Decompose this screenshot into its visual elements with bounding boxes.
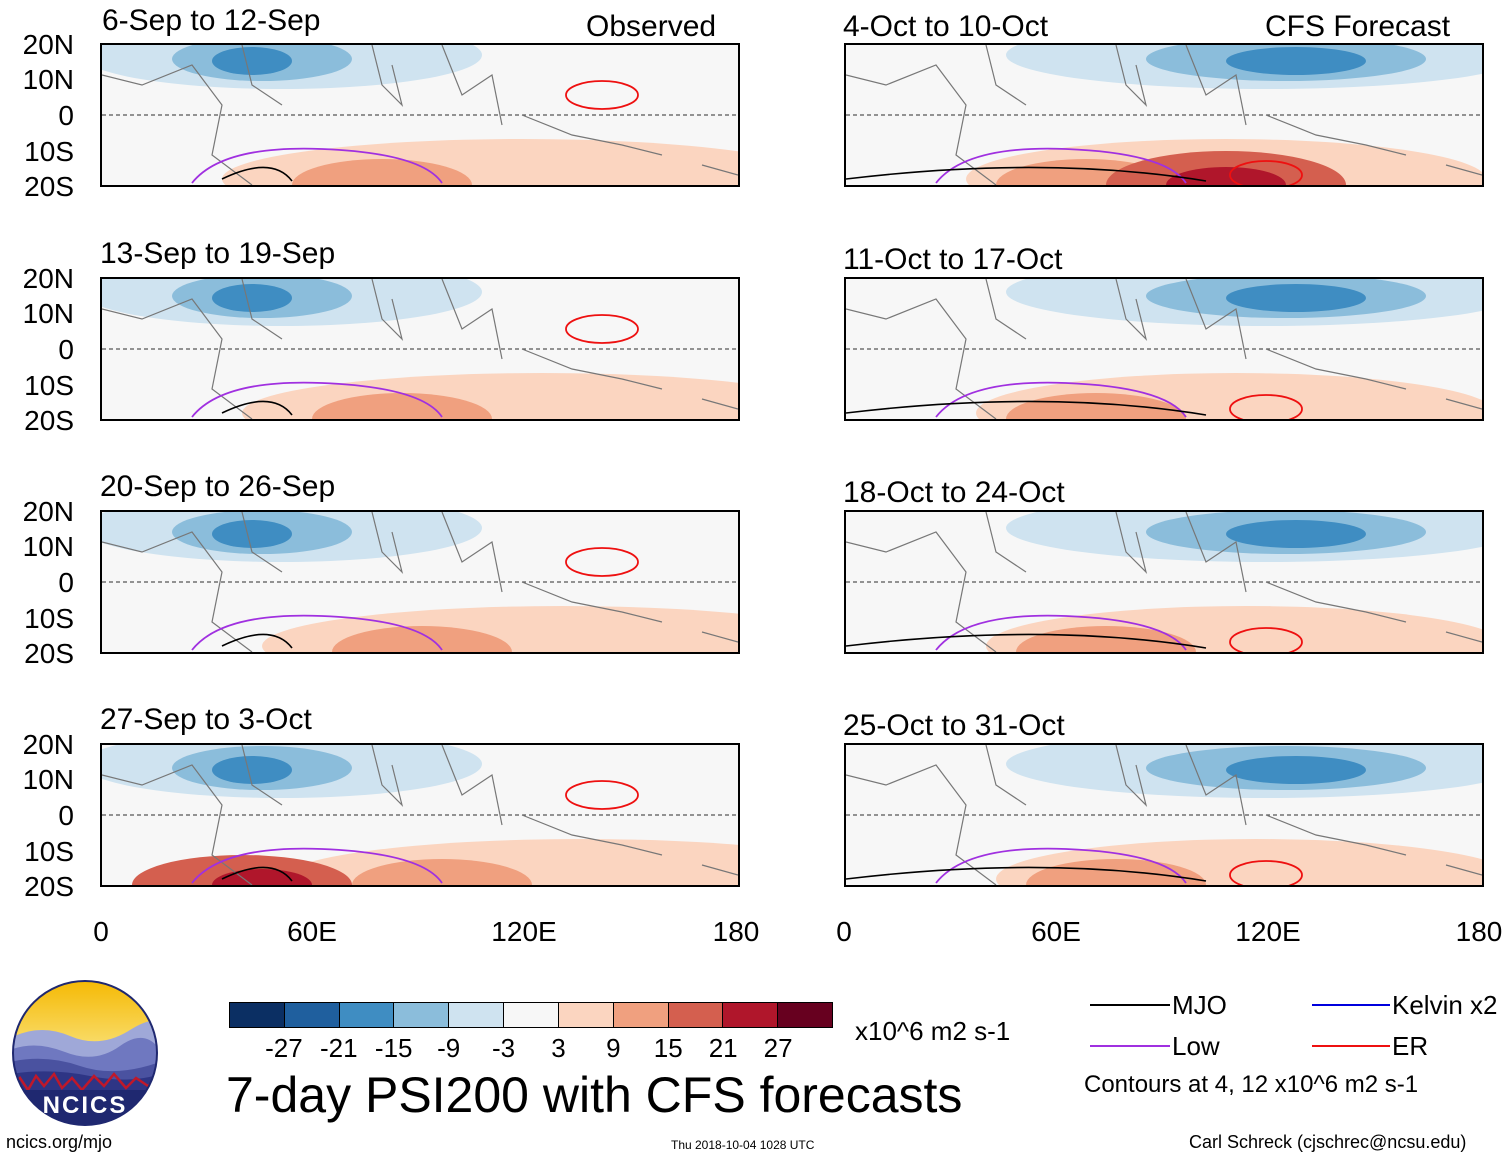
panel-title-left-4: 27-Sep to 3-Oct	[100, 703, 312, 736]
lon-label-right-0: 0	[836, 916, 852, 947]
map-panel-right-3	[844, 510, 1484, 654]
lat-label-row1-2: 0	[58, 100, 74, 131]
lat-label-row4-2: 0	[58, 800, 74, 831]
lat-label-row4-1: 10N	[22, 764, 74, 795]
legend-line-kelvin	[1312, 1004, 1390, 1006]
colorbar-swatch-2	[339, 1003, 395, 1027]
lat-label-row3-2: 0	[58, 567, 74, 598]
lat-label-row2-0: 20N	[22, 263, 74, 294]
map-panel-right-1	[844, 43, 1484, 187]
map-panel-right-4	[844, 743, 1484, 887]
observed-label: Observed	[586, 10, 717, 43]
map-panel-left-1	[100, 43, 740, 187]
ncics-logo[interactable]: NCICS	[10, 978, 160, 1128]
panel-title-right-4: 25-Oct to 31-Oct	[843, 709, 1065, 742]
footer-site-link[interactable]: ncics.org/mjo	[6, 1132, 113, 1152]
map-panel-left-4	[100, 743, 740, 887]
panel-title-left-1: 6-Sep to 12-Sep	[102, 4, 321, 37]
colorbar-swatch-4	[449, 1003, 505, 1027]
main-title: 7-day PSI200 with CFS forecasts	[226, 1067, 963, 1123]
colorbar-label-4: -3	[491, 1033, 516, 1063]
panel-title-right-3: 18-Oct to 24-Oct	[843, 476, 1065, 509]
map-panel-left-3	[100, 510, 740, 654]
lat-label-row2-3: 10S	[24, 370, 74, 401]
lat-label-row1-3: 10S	[24, 136, 74, 167]
legend-label-er: ER	[1392, 1031, 1429, 1061]
colorbar-label-2: -15	[374, 1033, 413, 1063]
legend-label-low: Low	[1172, 1031, 1220, 1061]
lat-label-row2-2: 0	[58, 334, 74, 365]
panel-title-right-2: 11-Oct to 17-Oct	[843, 243, 1063, 276]
panel-title-right-1: 4-Oct to 10-Oct	[843, 10, 1049, 43]
lon-label-right-180: 180	[1455, 916, 1503, 947]
colorbar-swatch-6	[558, 1003, 614, 1027]
colorbar	[229, 1002, 833, 1028]
lat-label-row4-0: 20N	[22, 729, 74, 760]
colorbar-label-0: -27	[265, 1033, 303, 1063]
legend-line-er	[1312, 1045, 1390, 1047]
colorbar-label-6: 9	[606, 1033, 621, 1063]
lat-label-row1-0: 20N	[22, 29, 74, 60]
lat-label-row3-0: 20N	[22, 496, 74, 527]
lon-label-left-120e: 120E	[491, 916, 557, 947]
colorbar-label-9: 27	[763, 1033, 793, 1063]
colorbar-swatch-9	[723, 1003, 779, 1027]
map-panel-left-2	[100, 277, 740, 421]
legend-label-kelvin: Kelvin x2	[1392, 990, 1498, 1020]
lat-label-row4-4: 20S	[24, 871, 74, 902]
legend-line-low	[1090, 1045, 1170, 1047]
colorbar-swatch-7	[613, 1003, 669, 1027]
legend-line-mjo	[1090, 1004, 1170, 1006]
contour-note: Contours at 4, 12 x10^6 m2 s-1	[1084, 1071, 1419, 1098]
lon-label-left-60e: 60E	[287, 916, 337, 947]
map-panel-right-2	[844, 277, 1484, 421]
cfs-forecast-label: CFS Forecast	[1265, 10, 1451, 43]
lat-label-row3-4: 20S	[24, 638, 74, 669]
panel-title-left-3: 20-Sep to 26-Sep	[100, 470, 336, 503]
colorbar-swatch-0	[230, 1003, 285, 1027]
colorbar-swatch-5	[504, 1003, 559, 1027]
lat-label-row1-4: 20S	[24, 171, 74, 202]
logo-text: NCICS	[43, 1092, 128, 1119]
lat-label-row4-3: 10S	[24, 836, 74, 867]
lat-label-row3-1: 10N	[22, 531, 74, 562]
colorbar-swatch-8	[668, 1003, 724, 1027]
lon-label-right-60e: 60E	[1031, 916, 1081, 947]
lat-label-row1-1: 10N	[22, 64, 74, 95]
colorbar-label-3: -9	[437, 1033, 461, 1063]
panel-title-left-2: 13-Sep to 19-Sep	[100, 237, 336, 270]
colorbar-label-8: 21	[708, 1033, 738, 1063]
colorbar-label-1: -21	[320, 1033, 358, 1063]
colorbar-swatch-3	[394, 1003, 450, 1027]
lat-label-row3-3: 10S	[24, 603, 74, 634]
lon-label-left-0: 0	[93, 916, 109, 947]
colorbar-swatch-1	[284, 1003, 340, 1027]
lon-label-left-180: 180	[712, 916, 760, 947]
colorbar-units: x10^6 m2 s-1	[855, 1016, 1011, 1046]
footer-credit: Carl Schreck (cjschrec@ncsu.edu)	[1189, 1132, 1467, 1152]
lon-label-right-120e: 120E	[1235, 916, 1301, 947]
colorbar-label-7: 15	[653, 1033, 683, 1063]
colorbar-swatch-10	[778, 1003, 832, 1027]
footer-timestamp: Thu 2018-10-04 1028 UTC	[671, 1138, 815, 1152]
colorbar-label-5: 3	[551, 1033, 566, 1063]
lat-label-row2-1: 10N	[22, 298, 74, 329]
lat-label-row2-4: 20S	[24, 405, 74, 436]
legend-label-mjo: MJO	[1172, 990, 1227, 1020]
